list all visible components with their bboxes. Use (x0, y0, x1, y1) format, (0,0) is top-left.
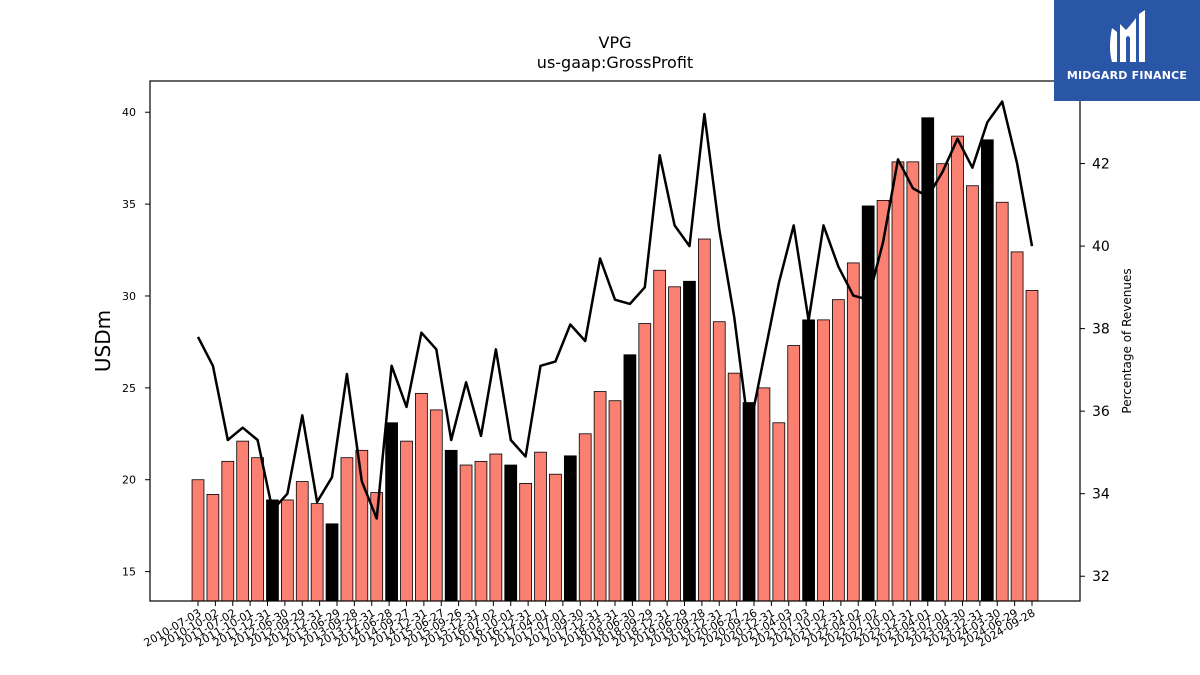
bar (429, 409, 443, 602)
logo-mark-icon (1110, 10, 1145, 62)
y2-tick-label: 32 (1092, 569, 1110, 585)
bar (578, 433, 592, 602)
bar (459, 464, 473, 602)
y-tick-label: 20 (122, 474, 136, 487)
bar (280, 499, 294, 602)
bar (310, 503, 324, 602)
bar (340, 457, 354, 602)
bar (266, 499, 279, 602)
y-axis-right: 32 34 36 38 40 42 (1080, 157, 1110, 585)
bar (638, 323, 652, 602)
chart-title: VPG (599, 33, 632, 52)
bar (549, 473, 562, 602)
bar (236, 440, 250, 602)
bar (787, 345, 801, 602)
bar (668, 286, 681, 602)
y2-tick-label: 38 (1092, 322, 1110, 338)
bar-series (191, 117, 1039, 602)
bar (593, 391, 607, 602)
bar (951, 135, 964, 602)
bar (519, 483, 533, 602)
bar (995, 201, 1009, 602)
bar (772, 422, 786, 602)
bar (802, 319, 815, 602)
bar (817, 319, 830, 602)
bar (757, 387, 771, 602)
y2-axis-label: Percentage of Revenues (1120, 268, 1134, 413)
bar (385, 422, 398, 602)
y-tick-label: 25 (122, 382, 136, 395)
line-series (196, 100, 1034, 520)
y-tick-label: 30 (122, 290, 136, 303)
bar (400, 440, 413, 602)
y-axis-left: 15 20 25 30 35 40 (122, 106, 150, 579)
y-tick-label: 35 (122, 198, 136, 211)
bar (608, 400, 622, 602)
bar (191, 479, 205, 602)
bar (980, 139, 994, 602)
y2-tick-label: 36 (1092, 404, 1110, 420)
bar (415, 392, 428, 602)
bar (623, 354, 637, 602)
y-axis-label: USDm (91, 310, 115, 372)
logo-text: MIDGARD FINANCE (1066, 69, 1188, 82)
bar (966, 185, 979, 602)
bar (1025, 290, 1039, 602)
y2-tick-label: 42 (1092, 157, 1110, 173)
bar (221, 460, 235, 602)
bar (832, 299, 845, 602)
bar (1010, 251, 1024, 602)
bar (683, 280, 696, 602)
bar (325, 523, 339, 602)
bar (712, 321, 726, 602)
y2-tick-label: 34 (1092, 487, 1110, 503)
bar (891, 161, 905, 602)
bar (653, 269, 667, 602)
bar (295, 481, 309, 602)
bar (846, 262, 860, 602)
bar (727, 372, 741, 602)
y-tick-label: 15 (122, 566, 136, 579)
x-axis: 2010-07-032010-10-022011-07-022011-10-01… (142, 601, 1038, 650)
y-tick-label: 40 (122, 106, 136, 119)
bar (206, 494, 220, 602)
chart-subtitle: us-gaap:GrossProfit (537, 53, 693, 72)
y2-tick-label: 40 (1092, 239, 1110, 255)
bar (534, 451, 547, 602)
bar (906, 161, 920, 602)
bar (474, 460, 488, 602)
bar (444, 449, 458, 602)
bar (251, 457, 264, 602)
bar (504, 464, 518, 602)
bar (936, 163, 950, 602)
percentage-line (196, 100, 1034, 520)
bar (563, 455, 577, 602)
bar (861, 205, 875, 602)
brand-logo: MIDGARD FINANCE (1054, 0, 1200, 101)
bar (489, 453, 503, 602)
bar (698, 238, 711, 602)
